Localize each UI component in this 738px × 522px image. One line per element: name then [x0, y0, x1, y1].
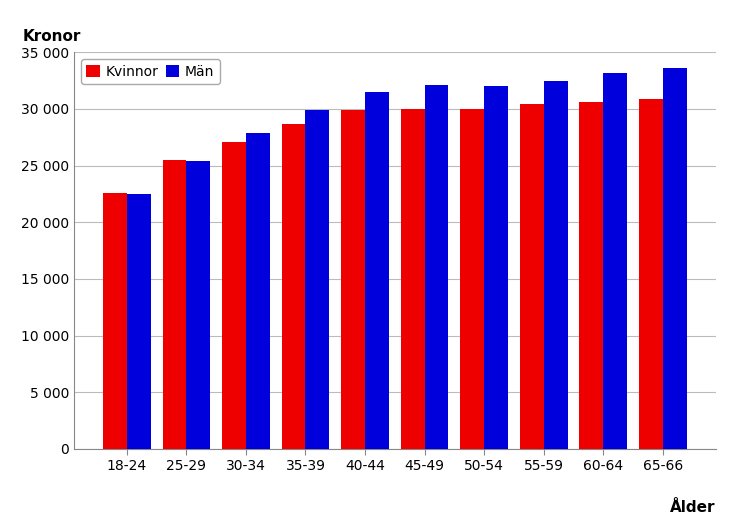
Legend: Kvinnor, Män: Kvinnor, Män — [80, 59, 220, 84]
Bar — [282, 124, 306, 449]
Bar — [603, 73, 627, 449]
Bar — [544, 80, 568, 449]
Bar — [103, 193, 127, 449]
Bar — [222, 142, 246, 449]
Bar — [663, 68, 686, 449]
Bar — [424, 85, 449, 449]
Bar — [401, 109, 424, 449]
Bar — [341, 110, 365, 449]
Bar — [365, 92, 389, 449]
Bar — [246, 133, 270, 449]
Bar — [461, 109, 484, 449]
Bar — [187, 161, 210, 449]
Bar — [162, 160, 187, 449]
Bar — [639, 99, 663, 449]
Bar — [484, 86, 508, 449]
Bar — [306, 110, 329, 449]
Bar — [520, 104, 544, 449]
Bar — [579, 102, 603, 449]
Bar — [127, 194, 151, 449]
Text: Ålder: Ålder — [670, 501, 716, 516]
Text: Kronor: Kronor — [22, 29, 80, 44]
